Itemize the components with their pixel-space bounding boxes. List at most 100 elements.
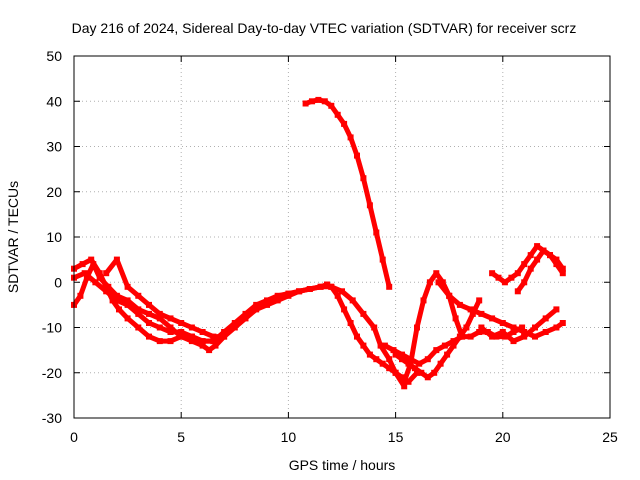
data-point	[178, 320, 185, 326]
data-point	[306, 286, 313, 292]
data-point	[399, 356, 405, 363]
data-point	[242, 310, 249, 317]
data-point	[309, 98, 315, 105]
data-point	[381, 342, 388, 349]
data-point	[354, 152, 360, 159]
x-tick-label: 25	[602, 429, 618, 445]
chart-title: Day 216 of 2024, Sidereal Day-to-day VTE…	[72, 20, 577, 36]
data-point	[431, 369, 438, 376]
data-point	[392, 369, 399, 376]
data-point	[501, 279, 508, 286]
data-point	[379, 360, 386, 367]
data-point	[401, 378, 408, 385]
data-point	[92, 279, 99, 286]
data-point	[467, 306, 474, 313]
data-point	[302, 100, 309, 107]
axis-ticks: 0 5 10 15 20 25 -30 -20 -10 0 10 20 30 40 50	[42, 48, 618, 445]
data-point	[553, 256, 560, 263]
data-point	[420, 297, 427, 304]
y-tick-label: -30	[42, 410, 62, 426]
x-tick-label: 0	[70, 429, 78, 445]
data-point	[124, 315, 131, 322]
data-point	[264, 297, 270, 304]
data-point	[514, 288, 521, 295]
data-point	[416, 360, 423, 367]
y-tick-label: 0	[54, 274, 62, 290]
data-point	[489, 270, 496, 277]
data-point	[424, 356, 431, 363]
series-track	[302, 96, 393, 290]
data-point	[559, 320, 566, 326]
series-track	[71, 256, 408, 390]
data-point	[296, 288, 303, 295]
data-point	[334, 292, 341, 299]
data-point	[135, 310, 142, 317]
data-point	[317, 283, 324, 290]
data-point	[135, 324, 142, 331]
data-point	[392, 351, 399, 358]
data-point	[274, 297, 281, 304]
data-point	[553, 306, 560, 313]
data-point	[366, 351, 373, 358]
data-point	[199, 329, 206, 335]
data-point	[559, 265, 566, 272]
data-point	[399, 351, 405, 358]
data-point	[79, 261, 86, 268]
data-point	[456, 301, 463, 308]
data-point	[339, 288, 345, 295]
data-point	[542, 315, 549, 322]
data-point	[459, 333, 466, 340]
data-point	[407, 356, 414, 363]
data-point	[444, 351, 451, 358]
data-point	[424, 374, 431, 381]
data-point	[379, 256, 386, 263]
data-point	[433, 347, 440, 354]
data-point	[373, 356, 380, 363]
data-point	[463, 324, 470, 331]
data-point	[285, 290, 292, 297]
data-point	[478, 310, 485, 317]
data-point	[221, 333, 228, 340]
data-point	[156, 338, 163, 345]
data-point	[360, 342, 367, 349]
data-point	[386, 356, 393, 363]
y-tick-label: 10	[46, 229, 62, 245]
data-point	[495, 274, 502, 281]
data-point	[450, 342, 457, 349]
data-point	[534, 243, 541, 250]
data-point	[156, 324, 163, 331]
data-point	[231, 320, 238, 326]
data-point	[242, 315, 249, 322]
data-point	[411, 365, 418, 372]
data-point	[146, 301, 152, 308]
data-point	[113, 292, 120, 299]
data-point	[146, 333, 152, 340]
data-point	[274, 292, 281, 299]
data-point	[559, 270, 566, 277]
data-point	[547, 252, 553, 259]
data-point	[188, 333, 195, 340]
data-point	[514, 270, 521, 277]
data-point	[199, 342, 206, 349]
data-point	[446, 292, 453, 299]
data-point	[426, 279, 433, 286]
data-point	[221, 329, 228, 335]
data-point	[88, 256, 95, 263]
y-tick-label: 20	[46, 184, 62, 200]
data-point	[124, 283, 131, 290]
series-track	[435, 279, 566, 340]
data-point	[418, 369, 425, 376]
data-point	[373, 229, 380, 236]
data-point	[510, 329, 517, 335]
data-point	[188, 324, 195, 331]
data-point	[414, 369, 420, 376]
data-point	[188, 338, 195, 345]
x-tick-label: 15	[388, 429, 404, 445]
data-point	[167, 324, 174, 331]
series-track	[103, 256, 228, 340]
data-point	[178, 329, 185, 335]
data-point	[489, 315, 496, 322]
grid	[74, 56, 610, 418]
data-point	[399, 374, 405, 381]
